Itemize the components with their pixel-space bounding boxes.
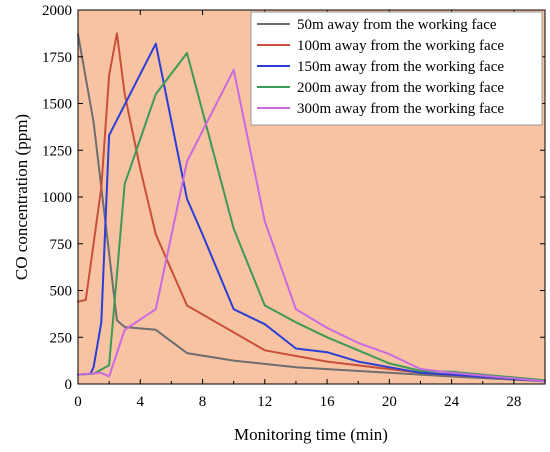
y-tick-label: 250 bbox=[50, 330, 73, 346]
x-axis-title: Monitoring time (min) bbox=[234, 425, 388, 444]
series-line-4 bbox=[77, 68, 546, 383]
y-tick-label: 500 bbox=[50, 284, 73, 300]
x-tick-label: 12 bbox=[257, 394, 272, 410]
y-tick-label: 2000 bbox=[42, 3, 72, 19]
y-tick-label: 0 bbox=[65, 377, 73, 393]
y-tick-label: 1500 bbox=[42, 97, 72, 113]
x-tick-label: 16 bbox=[320, 394, 336, 410]
legend-label-1: 100m away from the working face bbox=[297, 38, 504, 54]
x-tick-label: 8 bbox=[199, 394, 207, 410]
y-axis-ticks: 0 250 500 750 1000 1250 1500 1750 2000 bbox=[42, 3, 545, 393]
series-line-3 bbox=[77, 52, 546, 382]
y-tick-label: 750 bbox=[50, 237, 73, 253]
y-tick-label: 1750 bbox=[42, 50, 72, 66]
x-tick-label: 4 bbox=[137, 394, 145, 410]
legend-label-4: 300m away from the working face bbox=[297, 101, 504, 117]
legend-label-2: 150m away from the working face bbox=[297, 59, 504, 75]
y-axis-title: CO concentration (ppm) bbox=[12, 114, 31, 280]
legend-items: 50m away from the working face 100m away … bbox=[257, 17, 504, 117]
legend-box bbox=[250, 11, 543, 126]
legend: 50m away from the working face 100m away … bbox=[250, 11, 543, 126]
x-axis-ticks: 0 4 8 12 16 20 24 28 bbox=[74, 10, 521, 410]
legend-label-0: 50m away from the working face bbox=[297, 17, 497, 33]
x-tick-label: 28 bbox=[506, 394, 521, 410]
x-tick-label: 20 bbox=[382, 394, 397, 410]
legend-label-3: 200m away from the working face bbox=[297, 80, 504, 96]
x-tick-label: 24 bbox=[444, 394, 460, 410]
series-line-1 bbox=[77, 32, 546, 383]
y-tick-label: 1250 bbox=[42, 143, 72, 159]
x-tick-label: 0 bbox=[74, 394, 82, 410]
series-line-0 bbox=[77, 33, 546, 383]
series-layer bbox=[77, 32, 546, 383]
series-line-2 bbox=[77, 42, 546, 383]
y-tick-label: 1000 bbox=[42, 190, 72, 206]
